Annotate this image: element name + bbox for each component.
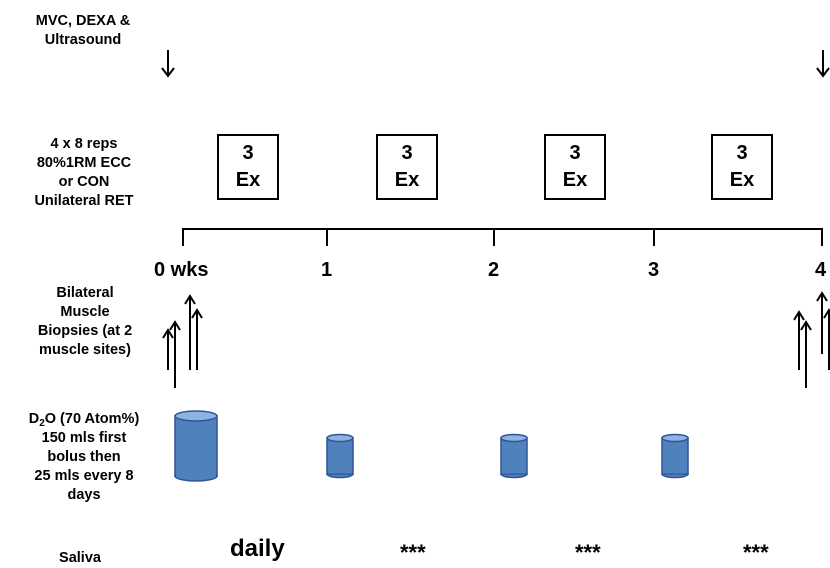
saliva-frequency-marker-2: *** [575, 540, 601, 565]
biopsy-label-line-1: Bilateral [56, 285, 114, 301]
saliva-label-text: Saliva [59, 550, 101, 566]
assessment-label-line-1: MVC, DEXA & [35, 13, 131, 29]
timeline-axis [182, 228, 823, 246]
biopsy-arrows-start [162, 294, 203, 388]
saliva-frequency-marker-1: *** [400, 540, 426, 565]
biopsy-label-line-3: Biopsies (at 2 [37, 323, 133, 339]
saliva-frequency-marker-3: *** [743, 540, 769, 565]
d2o-suffix: O (70 Atom%) [44, 411, 140, 427]
assessment-label-line-2: Ultrasound [44, 32, 122, 48]
d2o-label-line-4: 25 mls every 8 [34, 468, 134, 484]
exercise-box-4-count: 3 [736, 142, 748, 164]
d2o-subscript: 2 [39, 418, 45, 429]
d2o-label-line-1: D2O (70 Atom%) [14, 410, 154, 429]
saliva-frequency-daily: daily [230, 535, 285, 562]
exercise-box-2: 3 Ex [376, 134, 438, 200]
biopsy-arrows-end [793, 291, 830, 388]
d2o-bolus-cylinder [174, 410, 218, 482]
exercise-box-2-count: 3 [401, 142, 413, 164]
timeline-label-0: 0 wks [154, 259, 209, 281]
training-label-line-4: Unilateral RET [34, 193, 134, 209]
exercise-box-2-unit: Ex [394, 169, 420, 191]
assessment-label: MVC, DEXA & Ultrasound [18, 12, 148, 50]
exercise-box-1-count: 3 [242, 142, 254, 164]
assessment-arrow-end [816, 50, 830, 78]
exercise-box-1: 3 Ex [217, 134, 279, 200]
d2o-dose-cylinder-1 [326, 433, 354, 479]
exercise-box-4-unit: Ex [729, 169, 755, 191]
d2o-prefix: D [28, 411, 40, 427]
assessment-arrow-start [161, 50, 175, 78]
timeline-label-1: 1 [321, 259, 333, 281]
training-label-line-3: or CON [58, 174, 110, 190]
exercise-box-3-unit: Ex [562, 169, 588, 191]
training-label: 4 x 8 reps 80%1RM ECC or CON Unilateral … [14, 135, 154, 211]
d2o-label: D2O (70 Atom%) 150 mls first bolus then … [14, 410, 154, 505]
d2o-label-line-2: 150 mls first [41, 430, 127, 446]
biopsy-label: Bilateral Muscle Biopsies (at 2 muscle s… [20, 284, 150, 360]
timeline-label-4: 4 [815, 259, 827, 281]
d2o-dose-cylinder-3 [661, 433, 689, 479]
training-label-line-1: 4 x 8 reps [50, 136, 118, 152]
exercise-box-4: 3 Ex [711, 134, 773, 200]
exercise-box-3: 3 Ex [544, 134, 606, 200]
biopsy-label-line-4: muscle sites) [39, 342, 131, 358]
timeline-label-2: 2 [488, 259, 500, 281]
biopsy-label-line-2: Muscle [60, 304, 110, 320]
saliva-label: Saliva [30, 549, 130, 568]
exercise-box-1-unit: Ex [235, 169, 261, 191]
timeline-label-3: 3 [648, 259, 660, 281]
d2o-label-line-5: days [67, 487, 101, 503]
d2o-dose-cylinder-2 [500, 433, 528, 479]
exercise-box-3-count: 3 [569, 142, 581, 164]
d2o-label-line-3: bolus then [47, 449, 121, 465]
training-label-line-2: 80%1RM ECC [36, 155, 132, 171]
